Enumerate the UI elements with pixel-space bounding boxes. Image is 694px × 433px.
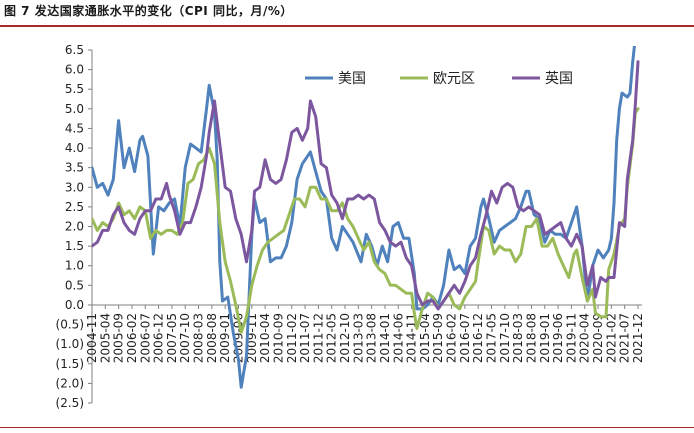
legend-label: 英国 (545, 70, 573, 87)
y-axis: 6.5 6.0 5.5 5.0 4.5 4.0 3.5 3.0 2.5 2.0 1.5 1.0 0.5 0… (56, 43, 93, 410)
x-tick-label: 2006-07 (138, 313, 152, 363)
x-tick-label: 2021-07 (618, 313, 632, 363)
x-tick-label: 2016-02 (445, 313, 459, 363)
y-tick-label: (0.5) (56, 318, 84, 332)
x-tick-label: 2019-11 (564, 313, 578, 363)
x-tick-label: 2013-03 (351, 313, 365, 363)
figure-title: 图 7 发达国家通胀水平的变化（CPI 同比，月/%） (4, 4, 293, 18)
y-tick-label: 3.0 (65, 180, 84, 194)
x-tick-label: 2007-05 (165, 313, 179, 363)
legend-label: 美国 (338, 71, 366, 87)
x-tick-label: 2008-03 (192, 313, 206, 363)
y-tick-label: 0.5 (65, 278, 84, 292)
x-tick-label: 2012-05 (325, 313, 339, 363)
x-tick-label: 2010-04 (258, 313, 272, 363)
x-tick-label: 2020-04 (578, 313, 592, 363)
x-tick-label: 2004-11 (85, 313, 99, 363)
series-layer (92, 46, 640, 389)
y-tick-label: 1.5 (65, 239, 84, 253)
y-tick-label: (1.5) (56, 357, 84, 371)
x-tick-label: 2005-09 (112, 313, 126, 363)
x-tick-label: 2011-12 (311, 313, 325, 363)
x-tick-label: 2010-09 (271, 313, 285, 363)
y-tick-label: 6.0 (65, 63, 84, 77)
x-tick-label: 2006-12 (152, 313, 166, 363)
x-axis: 2004-11 2005-04 2005-09 2006-02 2006-07 2006-… (85, 304, 645, 363)
y-tick-label: (2.0) (56, 376, 84, 390)
y-tick-label: 1.0 (65, 259, 84, 273)
x-tick-label: 2018-08 (524, 313, 538, 363)
y-tick-label: 3.5 (65, 161, 84, 175)
x-tick-label: 2014-01 (378, 313, 392, 363)
x-tick-label: 2015-04 (418, 313, 432, 363)
y-tick-label: 5.5 (65, 82, 84, 96)
x-tick-label: 2019-01 (538, 313, 552, 363)
y-tick-label: 0.0 (65, 298, 84, 312)
bottom-rule (0, 427, 694, 428)
legend-label: 欧元区 (433, 71, 475, 87)
x-tick-label: 2021-02 (604, 313, 618, 363)
x-tick-label: 2013-08 (365, 313, 379, 363)
y-tick-label: 2.0 (65, 220, 84, 234)
x-tick-label: 2009-01 (218, 313, 232, 363)
x-tick-label: 2018-03 (511, 313, 525, 363)
y-tick-label: 6.5 (65, 43, 84, 57)
x-tick-label: 2015-09 (431, 313, 445, 363)
y-tick-label: 4.5 (65, 121, 84, 135)
x-tick-label: 2012-10 (338, 313, 352, 363)
series-line-1 (92, 107, 640, 334)
x-tick-label: 2008-08 (205, 313, 219, 363)
title-rule (0, 25, 694, 27)
x-tick-label: 2005-04 (98, 313, 112, 363)
y-tick-label: 5.0 (65, 102, 84, 116)
series-line-2 (92, 60, 640, 311)
x-tick-label: 2017-10 (498, 313, 512, 363)
legend: 美国 欧元区 英国 (305, 70, 573, 87)
x-tick-label: 2016-12 (471, 313, 485, 363)
y-tick-label: (2.5) (56, 396, 84, 410)
x-tick-label: 2014-06 (391, 313, 405, 363)
y-tick-label: 2.5 (65, 200, 84, 214)
x-tick-label: 2020-09 (591, 313, 605, 363)
x-tick-label: 2016-07 (458, 313, 472, 363)
x-tick-label: 2006-02 (125, 313, 139, 363)
x-tick-label: 2019-06 (551, 313, 565, 363)
x-tick-label: 2021-12 (631, 313, 645, 363)
y-tick-label: 4.0 (65, 141, 84, 155)
y-tick-label: (1.0) (56, 337, 84, 351)
x-tick-label: 2017-05 (485, 313, 499, 363)
x-tick-label: 2011-07 (298, 313, 312, 363)
x-tick-label: 2011-02 (285, 313, 299, 363)
x-tick-label: 2007-10 (178, 313, 192, 363)
